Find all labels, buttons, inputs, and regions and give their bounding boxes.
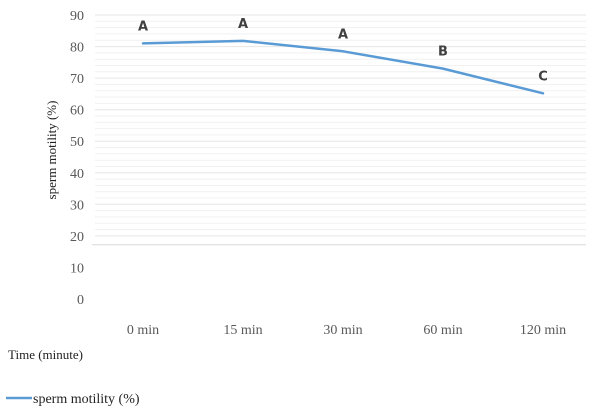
series-lines [141, 39, 545, 95]
y-tick-label: 80 [70, 41, 84, 56]
data-label: A [338, 27, 348, 42]
series-line [141, 39, 545, 95]
legend-label: sperm motility (%) [33, 392, 140, 407]
y-tick-label: 20 [70, 230, 84, 245]
y-tick-label: 50 [70, 135, 84, 150]
y-tick-label: 10 [70, 261, 84, 276]
data-label: A [138, 19, 148, 34]
data-label: B [438, 45, 448, 60]
y-tick-label: 60 [70, 104, 84, 119]
x-tick-label: 120 min [520, 323, 566, 338]
y-axis-ticks: 0 10 20 30 40 50 60 70 80 90 [70, 9, 84, 308]
x-tick-label: 0 min [127, 323, 159, 338]
y-tick-label: 70 [70, 72, 84, 87]
data-label: A [238, 17, 248, 32]
data-labels: A A A B C [138, 17, 548, 84]
y-axis-title: sperm motility (%) [44, 101, 59, 200]
y-tick-label: 40 [70, 167, 84, 182]
x-tick-label: 30 min [323, 323, 362, 338]
legend: sperm motility (%) [6, 392, 140, 407]
y-tick-label: 30 [70, 198, 84, 213]
y-tick-label: 90 [70, 9, 84, 24]
y-tick-label: 0 [77, 293, 84, 308]
x-axis-title: Time (minute) [8, 347, 83, 362]
x-tick-label: 60 min [423, 323, 462, 338]
x-tick-label: 15 min [223, 323, 262, 338]
data-label: C [538, 69, 548, 84]
x-axis-ticks: 0 min 15 min 30 min 60 min 120 min [127, 323, 566, 338]
gridlines [92, 14, 586, 246]
